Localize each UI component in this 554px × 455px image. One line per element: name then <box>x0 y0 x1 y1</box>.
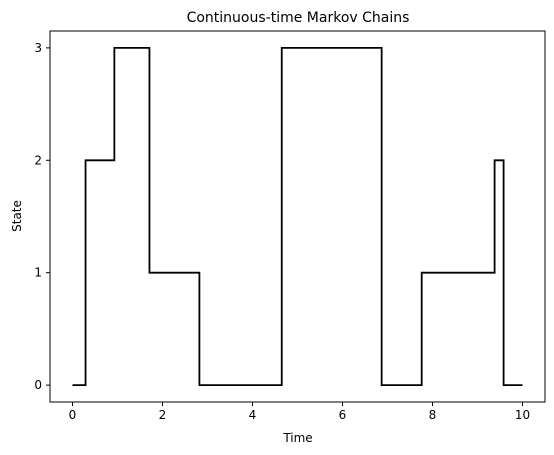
y-axis-ticks: 0 1 2 3 <box>34 41 50 392</box>
x-tick-label: 8 <box>429 408 437 422</box>
x-tick-label: 0 <box>69 408 77 422</box>
y-tick-label: 0 <box>34 378 42 392</box>
x-tick-label: 4 <box>249 408 257 422</box>
y-tick-label: 2 <box>34 153 42 167</box>
state-path-line <box>72 46 523 387</box>
axes-frame <box>49 30 546 403</box>
chart-title: Continuous-time Markov Chains <box>187 10 410 26</box>
x-tick-label: 6 <box>339 408 347 422</box>
x-axis-ticks: 0 2 4 6 8 10 <box>69 402 530 422</box>
x-tick-label: 2 <box>159 408 167 422</box>
y-tick-label: 3 <box>34 41 42 55</box>
plot-area <box>49 30 546 403</box>
y-axis-label: State <box>10 200 24 232</box>
y-tick-label: 1 <box>34 266 42 280</box>
x-axis-label: Time <box>282 431 312 445</box>
x-tick-label: 10 <box>515 408 530 422</box>
